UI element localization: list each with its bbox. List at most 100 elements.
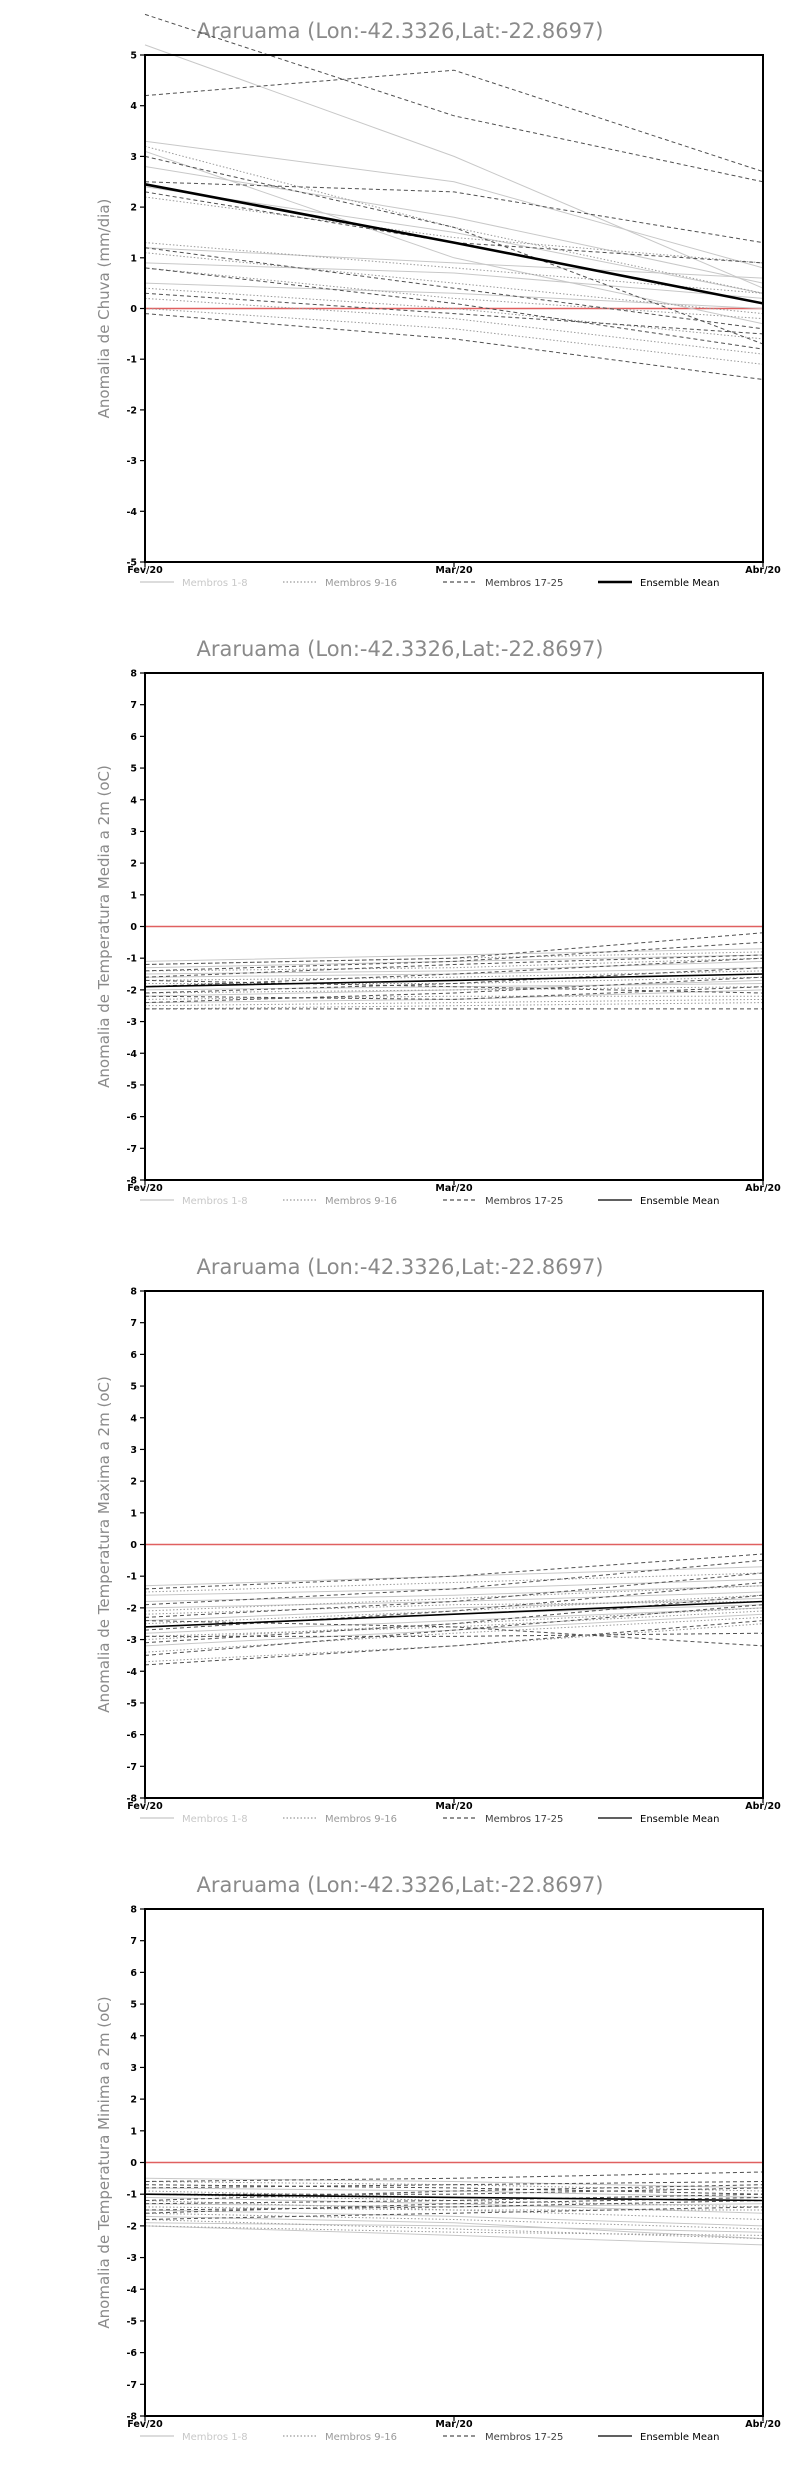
plot-frame (144, 672, 764, 1181)
member-series-line (144, 2215, 764, 2240)
chart-title: Araruama (Lon:-42.3326,Lat:-22.8697) (196, 19, 603, 43)
y-tick-label: -8 (126, 1176, 137, 1187)
member-series-line (144, 2196, 764, 2214)
y-axis-label: Anomalia de Temperatura Maxima a 2m (oC) (95, 1376, 113, 1713)
member-series-line (144, 1594, 764, 1644)
x-tick-label: Mar/20 (435, 1183, 473, 1194)
y-tick-label: 4 (130, 795, 137, 806)
member-series-line (144, 2212, 764, 2230)
y-tick-label: -4 (126, 1049, 137, 1060)
legend-label: Membros 1-8 (182, 1814, 248, 1825)
y-tick-label: -4 (126, 1667, 137, 1678)
member-series-line (144, 948, 764, 962)
legend-label: Membros 17-25 (485, 1814, 563, 1825)
member-series-line (144, 986, 764, 1000)
member-series-line (144, 44, 764, 289)
y-tick-label: 4 (130, 2031, 137, 2042)
y-tick-label: 0 (130, 922, 137, 933)
member-series-line (144, 247, 764, 279)
legend-label: Membros 17-25 (485, 1196, 563, 1207)
legend-label: Membros 17-25 (485, 2432, 563, 2443)
y-tick-label: -4 (126, 2285, 137, 2296)
y-tick-label: -3 (126, 1017, 137, 1028)
member-series-line (144, 932, 764, 965)
chart-title: Araruama (Lon:-42.3326,Lat:-22.8697) (196, 1873, 603, 1897)
member-series-line (144, 2177, 764, 2189)
y-tick-label: 5 (130, 2000, 137, 2011)
member-series-line (144, 1597, 764, 1622)
member-series-line (144, 1585, 764, 1612)
plot-frame (144, 1290, 764, 1799)
member-series-line (144, 69, 764, 173)
legend-label: Ensemble Mean (640, 1196, 719, 1207)
y-tick-label: 6 (130, 1350, 137, 1361)
member-series-line (144, 941, 764, 972)
y-tick-label: 3 (130, 2063, 137, 2074)
y-tick-label: 8 (130, 669, 137, 680)
member-series-line (144, 986, 764, 994)
y-tick-label: 1 (130, 890, 137, 901)
y-tick-label: -2 (126, 2221, 137, 2232)
x-tick-label: Fev/20 (127, 1183, 163, 1194)
y-tick-label: 6 (130, 732, 137, 743)
member-series-line (144, 1582, 764, 1631)
y-tick-label: -1 (126, 355, 137, 366)
member-series-line (144, 2225, 764, 2236)
member-series-line (144, 1572, 764, 1618)
member-series-line (144, 140, 764, 269)
member-series-line (144, 282, 764, 309)
y-axis-label: Anomalia de Temperatura Minima a 2m (oC) (95, 1996, 113, 2328)
x-tick-label: Fev/20 (127, 2419, 163, 2430)
member-series-line (144, 970, 764, 981)
y-axis-label: Anomalia de Temperatura Media a 2m (oC) (95, 765, 113, 1088)
y-tick-label: 1 (130, 253, 137, 264)
y-tick-label: 0 (130, 304, 137, 315)
member-series-line (144, 2200, 764, 2211)
y-tick-label: -5 (126, 558, 137, 569)
chart-panel: Araruama (Lon:-42.3326,Lat:-22.8697) Anom… (0, 1854, 800, 2472)
member-series-line (144, 1604, 764, 1656)
y-tick-label: 5 (130, 764, 137, 775)
member-series-line (144, 308, 764, 365)
member-series-line (144, 313, 764, 380)
member-series-line (144, 979, 764, 994)
x-tick-label: Mar/20 (435, 1801, 473, 1812)
member-series-line (144, 2219, 764, 2240)
y-tick-label: -6 (126, 2348, 137, 2359)
x-tick-label: Mar/20 (435, 2419, 473, 2430)
chart-svg: Araruama (Lon:-42.3326,Lat:-22.8697) Anom… (95, 637, 781, 1207)
member-series-line (144, 1585, 764, 1602)
y-tick-label: 5 (130, 51, 137, 62)
member-series-line (144, 1002, 764, 1010)
y-axis-label: Anomalia de Chuva (mm/dia) (95, 199, 113, 419)
x-tick-label: Fev/20 (127, 565, 163, 576)
x-tick-label: Abr/20 (745, 1183, 781, 1194)
member-series-line (145, 2187, 764, 2195)
member-series-line (144, 2171, 764, 2182)
member-series-line (144, 2181, 764, 2189)
member-series-line (144, 2209, 764, 2227)
member-series-line (144, 1559, 764, 1606)
y-tick-label: 0 (130, 1540, 137, 1551)
member-series-line (144, 1620, 764, 1647)
chart-svg: Araruama (Lon:-42.3326,Lat:-22.8697) Anom… (95, 1873, 781, 2443)
legend-label: Membros 9-16 (325, 1814, 397, 1825)
y-tick-label: -2 (126, 1603, 137, 1614)
x-tick-label: Abr/20 (745, 565, 781, 576)
y-tick-label: -3 (126, 456, 137, 467)
y-tick-label: 8 (130, 1905, 137, 1916)
ensemble-mean-line (144, 973, 764, 988)
y-tick-label: -1 (126, 1572, 137, 1583)
member-series-line (144, 13, 764, 183)
member-series-line (144, 1607, 764, 1634)
y-tick-label: 4 (130, 101, 137, 112)
member-series-line (144, 262, 764, 299)
y-tick-label: 1 (130, 1508, 137, 1519)
member-series-line (144, 297, 764, 355)
member-series-line (144, 1572, 764, 1593)
member-series-line (144, 252, 764, 315)
member-series-line (144, 2225, 764, 2246)
member-series-line (145, 1632, 764, 1637)
y-tick-label: 3 (130, 827, 137, 838)
member-series-line (144, 2193, 764, 2205)
